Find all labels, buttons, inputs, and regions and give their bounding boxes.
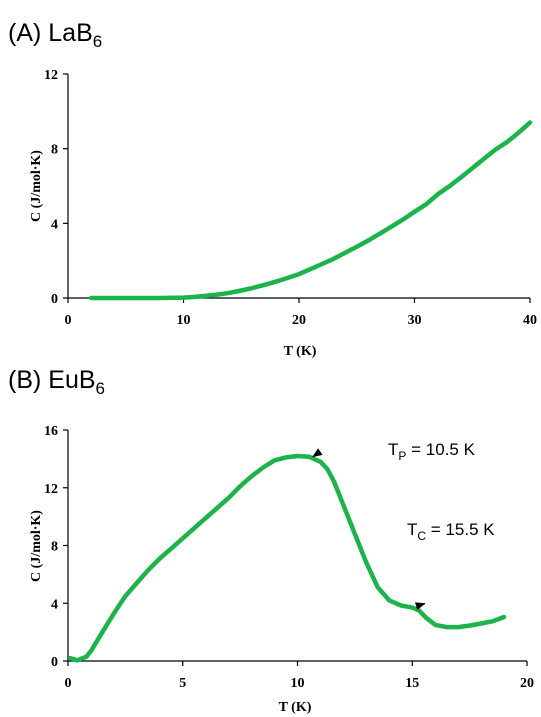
panel-a-y-tick-label: 8 bbox=[51, 143, 58, 158]
panel-b-x-tick-label: 5 bbox=[179, 676, 186, 691]
panel-a-y-tick-label: 4 bbox=[51, 217, 58, 232]
panel-b-y-tick-label: 8 bbox=[51, 540, 58, 555]
panel-a-x-tick-label: 20 bbox=[292, 313, 306, 328]
panel-a-y-tick-label: 0 bbox=[51, 292, 58, 307]
chart-panel-a: (A) LaB6 C (J/mol·K) T (K) 0 4 8 12 0 10 20 30 4… bbox=[8, 19, 537, 359]
panel-a-y-tick-label: 12 bbox=[44, 68, 58, 83]
panel-a-x-tick-label: 40 bbox=[523, 313, 537, 328]
panel-b-annotation-arrow bbox=[414, 602, 426, 611]
panel-a-x-tick-label: 10 bbox=[177, 313, 191, 328]
panel-b-series-line bbox=[68, 453, 507, 663]
panel-b-y-tick-label: 12 bbox=[44, 482, 58, 497]
panel-b-label: (B) EuB6 bbox=[8, 366, 105, 398]
panel-a-series-line bbox=[88, 120, 533, 301]
panel-a-x-tick-label: 30 bbox=[408, 313, 422, 328]
panel-b-x-tick-label: 0 bbox=[65, 676, 72, 691]
panel-a-x-axis-label: T (K) bbox=[284, 344, 317, 359]
panel-b-x-tick-label: 10 bbox=[291, 676, 305, 691]
panel-b-x-tick-label: 15 bbox=[405, 676, 419, 691]
panel-b-annotation-label: TC = 15.5 K bbox=[407, 520, 495, 543]
panel-b-y-tick-label: 0 bbox=[51, 655, 58, 670]
panel-b-annotation-arrow bbox=[312, 448, 323, 458]
panel-a-y-axis-label: C (J/mol·K) bbox=[29, 150, 44, 222]
panel-b-y-tick-label: 16 bbox=[44, 424, 58, 439]
panel-b-annotation-label: TP = 10.5 K bbox=[388, 440, 476, 463]
panel-b-y-tick-label: 4 bbox=[51, 597, 58, 612]
panel-b-x-tick-label: 20 bbox=[520, 676, 534, 691]
panel-a-x-tick-label: 0 bbox=[65, 313, 72, 328]
panel-b-x-axis-label: T (K) bbox=[279, 700, 312, 715]
panel-a-label: (A) LaB6 bbox=[8, 19, 102, 51]
chart-panel-b: (B) EuB6 C (J/mol·K) T (K) 0 4 8 12 16 0 5 10 15… bbox=[8, 366, 534, 715]
panel-b-y-axis-label: C (J/mol·K) bbox=[29, 510, 44, 582]
